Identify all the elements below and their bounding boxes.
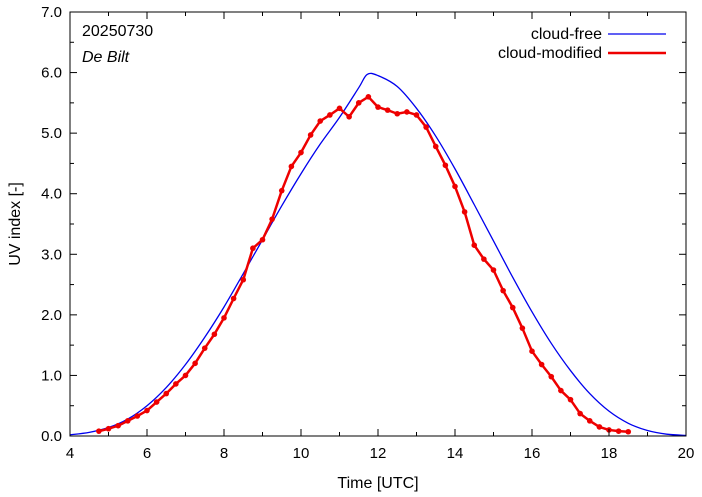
- series-point-cloud-modified: [461, 209, 468, 215]
- y-tick-label: 0.0: [41, 428, 62, 445]
- series-point-cloud-modified: [201, 345, 208, 351]
- series-point-cloud-modified: [96, 428, 102, 434]
- x-tick-label: 18: [601, 445, 618, 462]
- x-tick-label: 8: [220, 445, 228, 462]
- y-tick-label: 5.0: [41, 125, 62, 142]
- x-tick-label: 12: [370, 445, 387, 462]
- x-tick-label: 16: [524, 445, 541, 462]
- series-point-cloud-modified: [298, 149, 304, 156]
- series-point-cloud-modified: [134, 413, 141, 419]
- series-line-cloud-modified: [98, 95, 629, 434]
- x-tick-label: 10: [293, 445, 310, 462]
- series-point-cloud-modified: [221, 315, 227, 321]
- y-tick-label: 3.0: [41, 246, 62, 263]
- series-point-cloud-modified: [182, 372, 189, 379]
- series-point-cloud-modified: [288, 163, 295, 170]
- series-point-cloud-modified: [259, 236, 266, 243]
- series-point-cloud-modified: [509, 304, 516, 311]
- ticks-layer: [69, 11, 687, 437]
- series-layer: [70, 72, 686, 436]
- series-point-cloud-modified: [153, 399, 160, 405]
- series-point-cloud-modified: [384, 107, 391, 113]
- series-point-cloud-modified: [442, 162, 449, 169]
- series-point-cloud-modified: [567, 396, 574, 403]
- series-point-cloud-modified: [577, 410, 583, 417]
- series-point-cloud-modified: [394, 110, 401, 117]
- series-point-cloud-modified: [586, 418, 593, 424]
- series-point-cloud-modified: [615, 428, 622, 434]
- series-point-cloud-modified: [211, 331, 218, 338]
- x-tick-label: 4: [66, 445, 74, 462]
- series-point-cloud-modified: [596, 424, 603, 430]
- series-point-cloud-modified: [432, 143, 439, 150]
- y-tick-label: 1.0: [41, 367, 62, 384]
- series-point-cloud-modified: [558, 387, 564, 394]
- series-point-cloud-modified: [548, 373, 555, 380]
- series-point-cloud-modified: [500, 287, 506, 294]
- series-point-cloud-modified: [336, 105, 343, 112]
- y-tick-label: 7.0: [41, 4, 62, 21]
- series-point-cloud-modified: [173, 381, 179, 387]
- series-point-cloud-modified: [327, 112, 333, 118]
- series-point-cloud-modified: [375, 104, 381, 110]
- y-tick-label: 6.0: [41, 65, 62, 82]
- series-point-cloud-modified: [240, 276, 247, 283]
- x-tick-label: 14: [447, 445, 464, 462]
- legend-label-cloud-free: cloud-free: [531, 26, 602, 43]
- series-point-cloud-modified: [355, 100, 362, 106]
- series-point-cloud-modified: [538, 361, 545, 368]
- series-point-cloud-modified: [625, 428, 632, 435]
- series-point-cloud-modified: [269, 216, 275, 222]
- series-point-cloud-modified: [278, 187, 285, 194]
- series-point-cloud-modified: [192, 360, 198, 367]
- series-point-cloud-modified: [124, 418, 131, 424]
- series-point-cloud-modified: [471, 242, 478, 248]
- x-axis-title: Time [UTC]: [337, 475, 418, 492]
- series-point-cloud-modified: [250, 245, 256, 252]
- y-tick-label: 4.0: [41, 186, 62, 203]
- series-point-cloud-modified: [481, 256, 487, 262]
- series-point-cloud-modified: [144, 407, 150, 414]
- x-tick-label: 20: [678, 445, 695, 462]
- legend: cloud-free cloud-modified: [498, 26, 666, 62]
- date-annotation: 20250730: [82, 23, 153, 40]
- series-point-cloud-modified: [365, 94, 372, 100]
- series-point-cloud-modified: [115, 422, 121, 429]
- series-point-cloud-modified: [307, 132, 314, 138]
- y-axis-title: UV index [-]: [7, 182, 24, 266]
- tick-labels-layer: 4 6 8 10 12 14 16 18 20 0.0 1.0 2.0 3.0 4.0 5.0 6.0 7.0: [41, 4, 694, 462]
- series-line-cloud-free: [70, 72, 686, 436]
- station-annotation: De Bilt: [82, 49, 130, 66]
- series-point-cloud-modified: [529, 348, 535, 355]
- series-point-cloud-modified: [317, 118, 324, 124]
- series-point-cloud-modified: [163, 390, 170, 397]
- series-point-cloud-modified: [346, 113, 352, 120]
- series-point-cloud-modified: [404, 109, 410, 115]
- series-point-cloud-modified: [452, 183, 458, 190]
- x-tick-label: 6: [143, 445, 151, 462]
- series-point-cloud-modified: [230, 295, 237, 302]
- series-point-cloud-modified: [413, 112, 420, 118]
- series-point-cloud-modified: [490, 267, 497, 273]
- series-point-cloud-modified: [519, 325, 526, 331]
- y-tick-label: 2.0: [41, 307, 62, 324]
- series-point-cloud-modified: [423, 124, 429, 130]
- legend-label-cloud-modified: cloud-modified: [498, 45, 602, 62]
- series-point-cloud-modified: [105, 425, 112, 432]
